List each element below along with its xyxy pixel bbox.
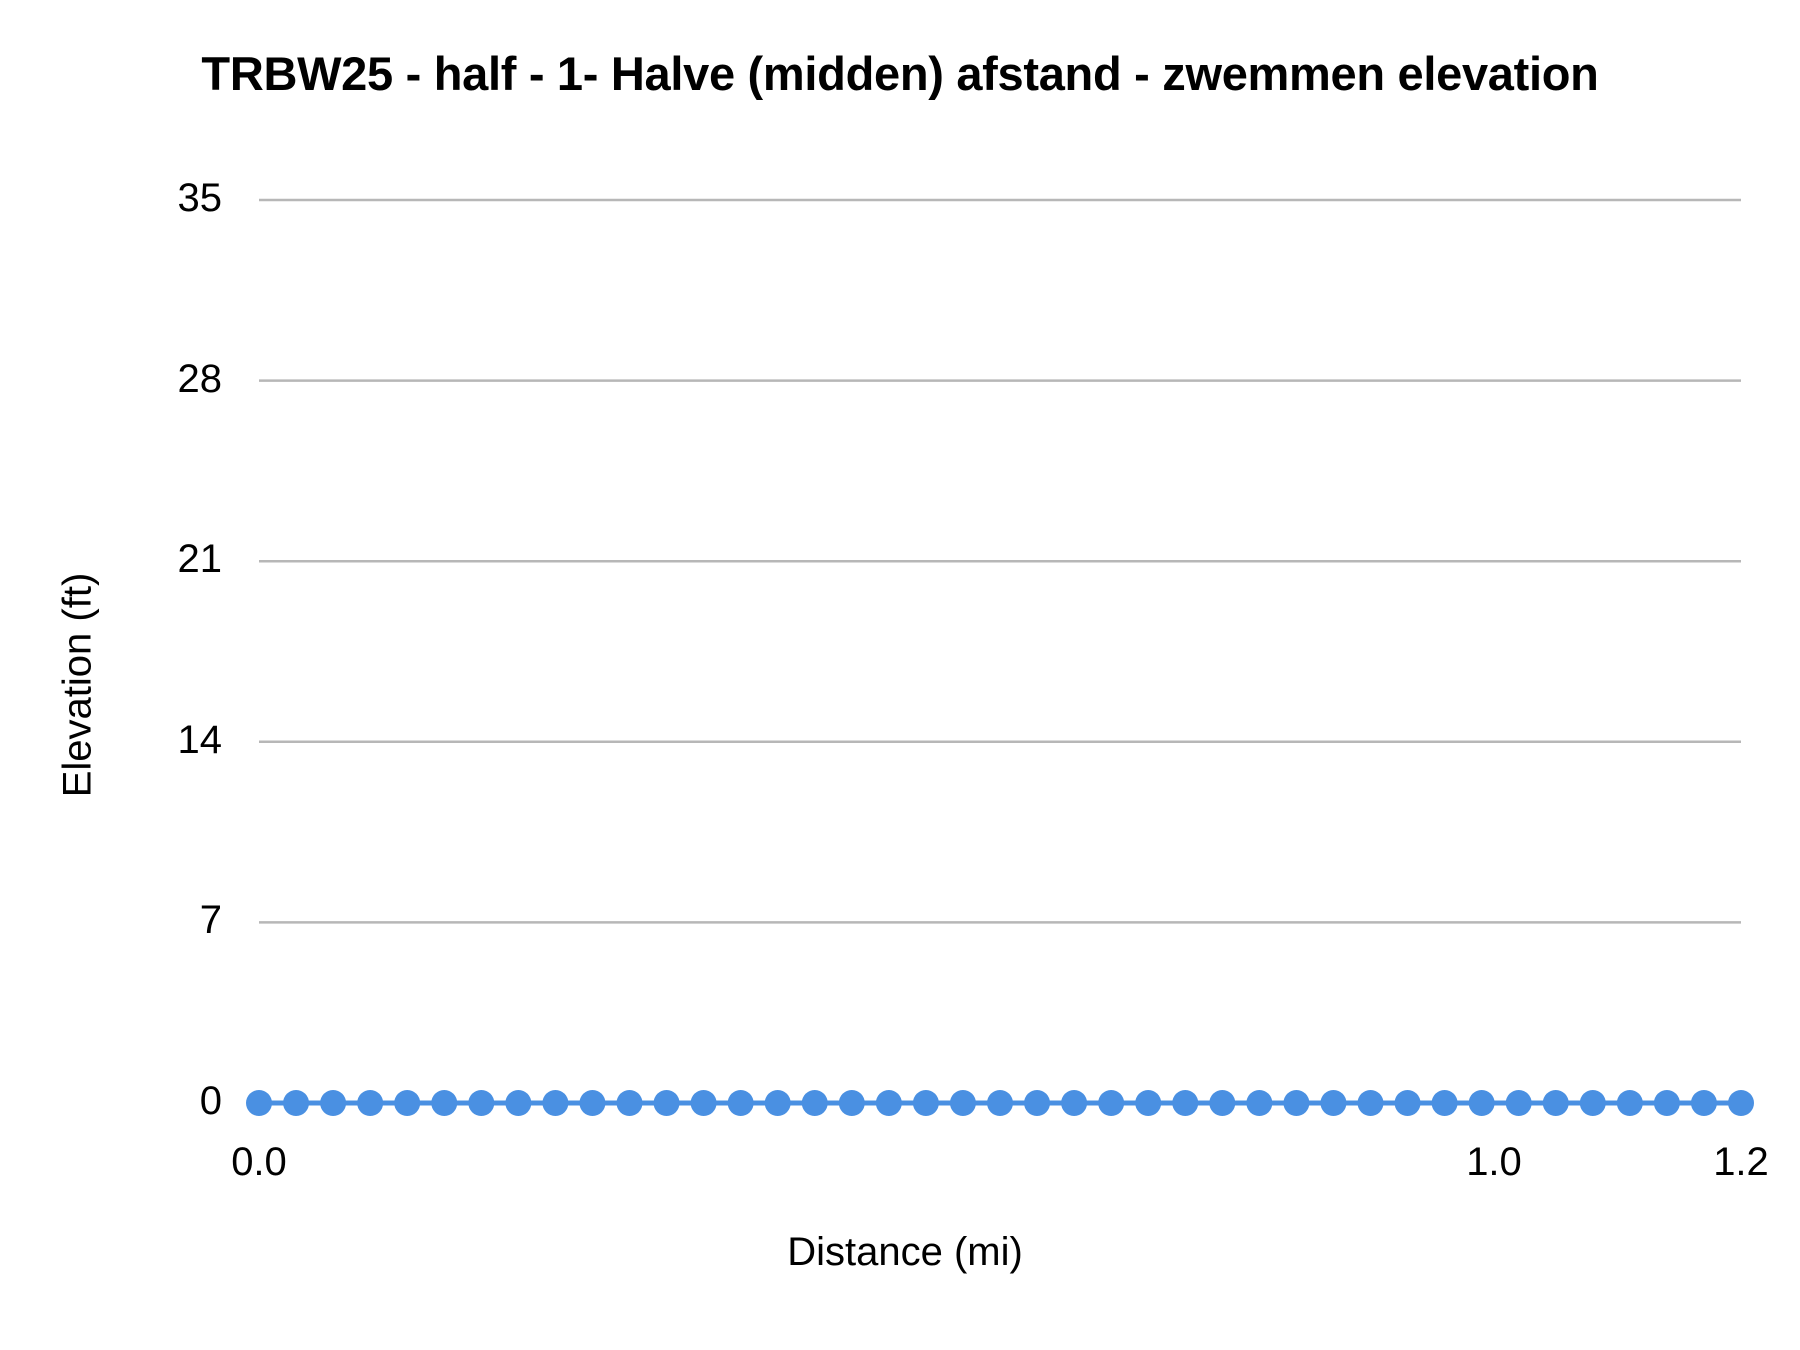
data-point [690, 1090, 717, 1116]
data-point [727, 1090, 754, 1116]
y-axis-label: Elevation (ft) [55, 572, 100, 798]
data-point [1246, 1090, 1273, 1116]
data-point [1468, 1090, 1495, 1116]
chart-title: TRBW25 - half - 1- Halve (midden) afstan… [201, 47, 1599, 100]
x-tick-label: 0.0 [231, 1140, 287, 1184]
data-point [1728, 1090, 1754, 1116]
data-point [912, 1090, 939, 1116]
y-tick-label: 35 [177, 176, 223, 220]
data-point [1653, 1090, 1680, 1116]
y-tick-label: 7 [199, 898, 222, 943]
data-point [1431, 1090, 1458, 1116]
y-tick-label: 28 [177, 356, 223, 401]
data-point [1283, 1090, 1310, 1116]
data-point [505, 1090, 532, 1116]
data-point [616, 1090, 643, 1116]
data-point [1172, 1090, 1199, 1116]
data-point [801, 1090, 828, 1116]
x-tick-label: 1.2 [1713, 1140, 1769, 1184]
x-tick-label: 1.0 [1466, 1140, 1522, 1184]
data-point [1616, 1090, 1643, 1116]
y-tick-label: 14 [177, 717, 223, 762]
data-point [653, 1090, 680, 1116]
data-point [949, 1090, 976, 1116]
y-tick-label: 21 [177, 537, 223, 582]
x-axis-label: Distance (mi) [787, 1230, 1023, 1274]
data-point [1505, 1090, 1532, 1116]
data-point [357, 1090, 384, 1116]
data-point [579, 1090, 606, 1116]
data-point [431, 1090, 458, 1116]
data-point [1209, 1090, 1236, 1116]
data-point [1690, 1090, 1717, 1116]
data-point [1542, 1090, 1569, 1116]
data-point [283, 1090, 310, 1116]
data-point [394, 1090, 421, 1116]
y-tick-label: 0 [199, 1079, 222, 1123]
data-point [320, 1090, 347, 1116]
data-point [764, 1090, 791, 1116]
data-point [1357, 1090, 1384, 1116]
data-point [1135, 1090, 1162, 1116]
elevation-series [246, 1090, 1754, 1116]
gridlines [259, 198, 1741, 1105]
data-point [987, 1090, 1013, 1116]
data-point [468, 1090, 495, 1116]
data-point [1320, 1090, 1347, 1116]
data-point [1098, 1090, 1125, 1116]
data-point [1394, 1090, 1421, 1116]
data-point [838, 1090, 865, 1116]
data-point [542, 1090, 569, 1116]
data-point [875, 1090, 902, 1116]
data-point [1061, 1090, 1088, 1116]
data-point [1579, 1090, 1606, 1116]
data-point [246, 1090, 272, 1116]
data-point [1024, 1090, 1051, 1116]
